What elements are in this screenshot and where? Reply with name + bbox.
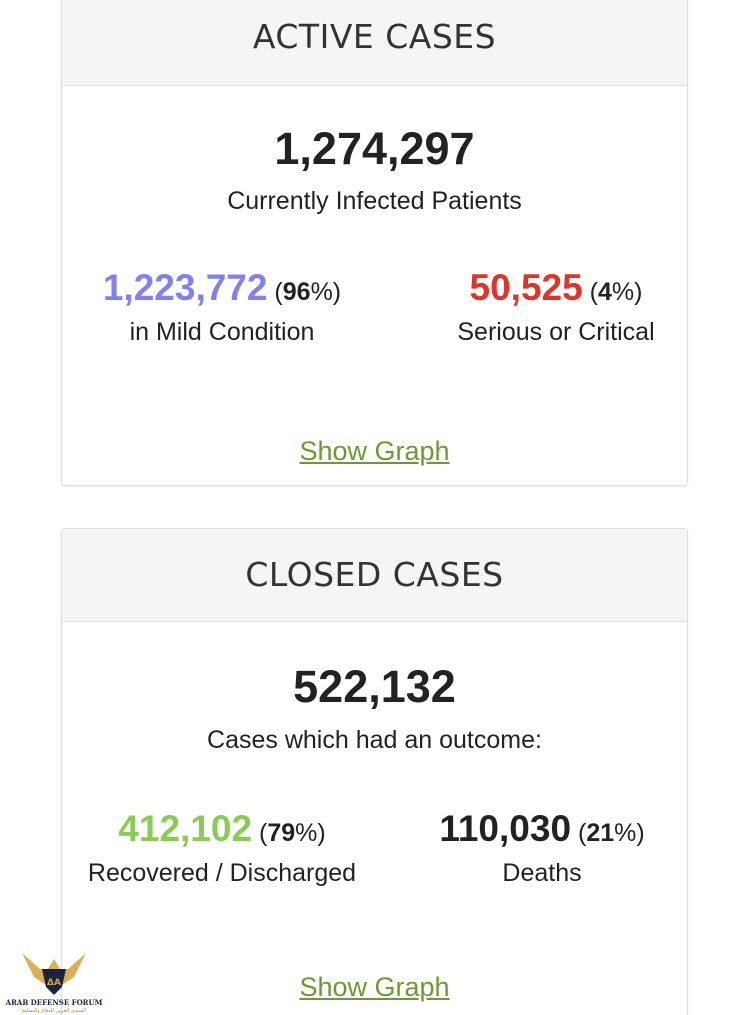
deaths-value: 110,030 (439, 808, 572, 849)
active-cases-total: 1,274,297 (274, 123, 475, 174)
recovered-label: Recovered / Discharged (87, 859, 357, 887)
arab-defense-forum-logo-icon: ΔA ARAB DEFENSE FORUM المنتدى العربي للد… (2, 947, 106, 1014)
mild-condition-value: 1,223,772 (102, 267, 268, 308)
svg-text:المنتدى العربي للدفاع والتسليح: المنتدى العربي للدفاع والتسليح (22, 1008, 86, 1013)
recovered-percent: (79%) (259, 819, 326, 847)
mild-condition-stat: 1,223,772 (96%) in Mild Condition (62, 269, 382, 345)
closed-cases-total-label: Cases which had an outcome: (207, 726, 542, 754)
mild-condition-percent: (96%) (274, 278, 342, 306)
mild-condition-label: in Mild Condition (129, 318, 315, 346)
closed-cases-total: 522,132 (293, 661, 456, 712)
active-cases-heading: ACTIVE CASES (62, 0, 687, 86)
deaths-stat: 110,030 (21%) Deaths (382, 810, 702, 886)
serious-critical-stat: 50,525 (4%) Serious or Critical (396, 269, 716, 345)
watermark-svg: ΔA ARAB DEFENSE FORUM المنتدى العربي للد… (5, 953, 103, 1014)
closed-cases-heading: CLOSED CASES (62, 529, 687, 622)
deaths-label: Deaths (502, 859, 582, 887)
closed-show-graph-link[interactable]: Show Graph (299, 972, 450, 1002)
closed-cases-panel: CLOSED CASES 522,132 Cases which had an … (61, 528, 688, 1015)
watermark-text: ARAB DEFENSE FORUM (5, 998, 103, 1007)
active-show-graph-link[interactable]: Show Graph (299, 436, 450, 466)
recovered-stat: 412,102 (79%) Recovered / Discharged (62, 810, 382, 886)
active-cases-total-label: Currently Infected Patients (227, 187, 522, 215)
active-cases-panel: ACTIVE CASES 1,274,297 Currently Infecte… (61, 0, 688, 486)
recovered-value: 412,102 (118, 808, 253, 849)
serious-critical-percent: (4%) (589, 278, 643, 306)
deaths-percent: (21%) (577, 819, 645, 847)
serious-critical-label: Serious or Critical (457, 318, 655, 346)
svg-text:ΔA: ΔA (47, 978, 61, 988)
serious-critical-value: 50,525 (469, 267, 583, 308)
